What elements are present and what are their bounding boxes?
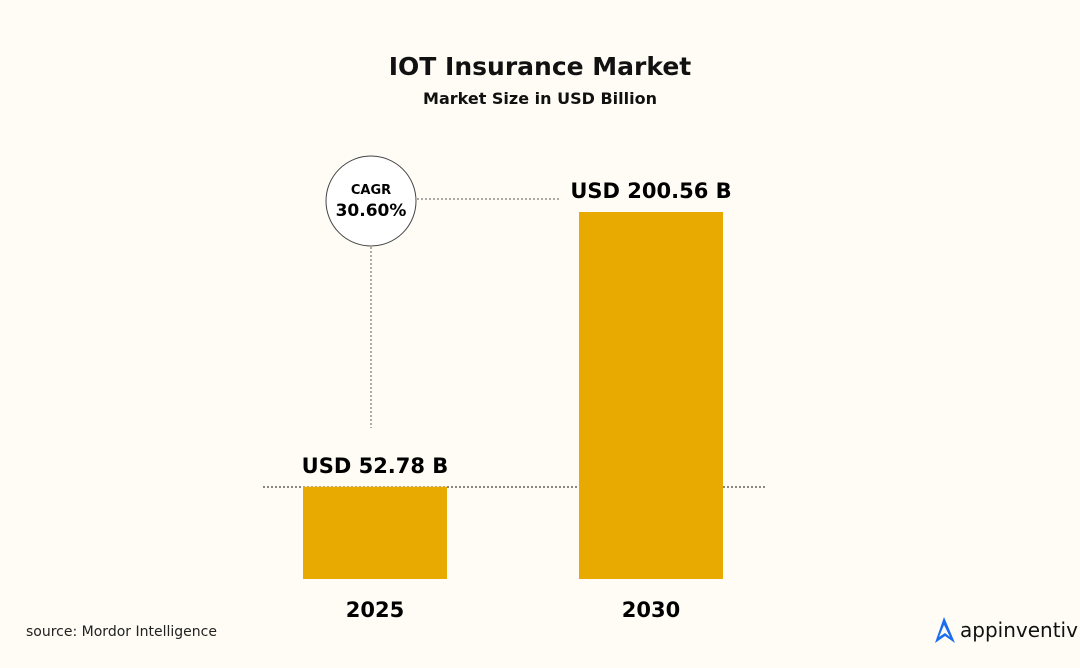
chart-title: IOT Insurance Market	[388, 52, 692, 81]
bar-2025	[303, 486, 447, 579]
source-note: source: Mordor Intelligence	[26, 624, 217, 640]
data-label-2025: USD 52.78 B	[302, 454, 449, 478]
logo-text: appinventiv	[960, 618, 1078, 642]
chart-subtitle: Market Size in USD Billion	[423, 89, 657, 108]
appinventiv-a-icon	[935, 617, 955, 643]
cagr-label: CAGR	[351, 183, 391, 198]
x-tick-label: 2025	[346, 598, 404, 622]
data-label-2030: USD 200.56 B	[570, 179, 731, 203]
bar-2030	[579, 212, 723, 579]
cagr-value: 30.60%	[336, 201, 407, 221]
appinventiv-logo: appinventiv	[932, 616, 1078, 644]
cagr-badge	[325, 155, 417, 247]
x-tick-label: 2030	[622, 598, 680, 622]
